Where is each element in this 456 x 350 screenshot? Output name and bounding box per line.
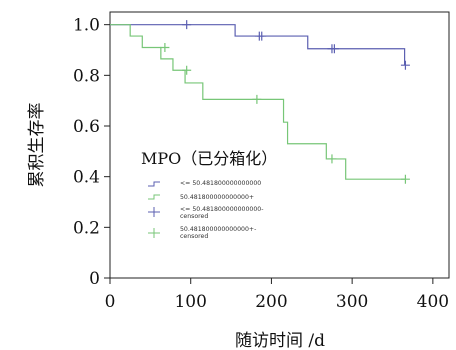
censor-mark-series-1-4 <box>400 174 410 184</box>
y-tick-label-3: 0.6 <box>73 117 100 137</box>
censor-mark-series-0-0 <box>182 20 192 30</box>
legend-item-1: <= 50.481800000000000 <box>148 180 261 187</box>
x-tick-label-4: 400 <box>417 292 449 312</box>
x-tick-label-2: 200 <box>255 292 287 312</box>
plot-frame <box>109 11 450 279</box>
survival-line-series-0 <box>110 24 406 66</box>
censor-mark-series-1-3 <box>327 154 337 164</box>
y-tick-label-0: 0 <box>89 269 100 289</box>
legend-item-4: 50.481800000000000+- censored <box>148 226 256 240</box>
y-tick-group: 0 0.2 0.4 0.6 0.8 1.0 <box>73 16 110 289</box>
censor-mark-series-1-2 <box>252 94 262 104</box>
legend-entry-1: <= 50.481800000000000 <box>180 180 261 187</box>
survival-line-series-1 <box>110 24 406 180</box>
censor-mark-series-1-0 <box>160 42 170 52</box>
y-tick-label-4: 0.8 <box>73 66 100 86</box>
y-tick-label-5: 1.0 <box>73 16 100 36</box>
legend-entry-3-line1: <= 50.481800000000000- <box>180 206 263 213</box>
y-tick-label-2: 0.4 <box>73 168 100 188</box>
x-tick-group: 0 100 200 300 400 <box>105 278 449 312</box>
censor-mark-series-1-1 <box>182 65 192 75</box>
legend-title: MPO（已分箱化） <box>141 149 277 168</box>
legend-line-icon-blue <box>148 181 160 187</box>
censor-mark-series-0-5 <box>400 60 410 70</box>
x-tick-label-0: 0 <box>105 292 116 312</box>
censor-mark-series-0-2 <box>257 31 267 41</box>
x-tick-label-3: 300 <box>336 292 368 312</box>
x-tick-label-1: 100 <box>174 292 206 312</box>
legend-entry-2: 50.481800000000000+ <box>180 194 254 201</box>
y-tick-label-1: 0.2 <box>73 218 100 238</box>
legend-entry-3-line2: censored <box>180 213 208 220</box>
legend-entry-4-line1: 50.481800000000000+- <box>180 226 256 233</box>
x-axis-title: 随访时间 /d <box>235 331 325 350</box>
legend-censor-icon-green <box>148 228 160 238</box>
y-axis-title: 累积生存率 <box>27 103 47 188</box>
censor-mark-series-0-4 <box>329 44 339 54</box>
series-layer <box>110 24 406 180</box>
legend-item-3: <= 50.481800000000000- censored <box>148 206 263 220</box>
censor-layer <box>160 20 410 184</box>
legend-censor-icon-blue <box>148 207 160 217</box>
legend: MPO（已分箱化） <= 50.481800000000000 50.48180… <box>141 149 277 240</box>
legend-entry-4-line2: censored <box>180 233 208 240</box>
legend-line-icon-green <box>148 194 160 200</box>
legend-item-2: 50.481800000000000+ <box>148 194 254 201</box>
